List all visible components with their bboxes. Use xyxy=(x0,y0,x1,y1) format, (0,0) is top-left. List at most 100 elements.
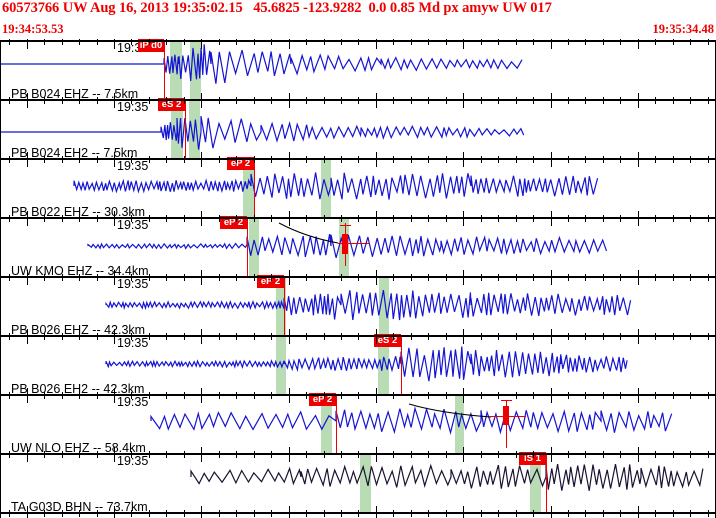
time-tick xyxy=(166,39,168,45)
pick-line[interactable] xyxy=(284,277,285,335)
time-tick xyxy=(79,510,80,517)
pick-line[interactable] xyxy=(254,159,255,217)
amplitude-marker-horizontal[interactable] xyxy=(338,243,370,244)
trace-panel[interactable]: 19:35 PB B026 EHZ -- 42.3km eP 2 xyxy=(1,275,716,337)
time-tick xyxy=(655,333,657,340)
time-tick xyxy=(567,215,569,222)
waveform[interactable] xyxy=(1,217,716,276)
time-tick xyxy=(410,215,412,222)
amplitude-marker-cap[interactable] xyxy=(340,225,351,226)
amplitude-marker-blob[interactable] xyxy=(503,406,509,425)
time-tick xyxy=(323,156,325,163)
time-tick xyxy=(148,39,150,45)
waveform[interactable] xyxy=(1,394,716,453)
time-tick xyxy=(236,215,238,222)
trace-panel[interactable]: 19:35 UW KMO EHZ -- 34.4km eP 2 xyxy=(1,216,716,278)
time-tick xyxy=(655,510,657,517)
time-tick xyxy=(44,215,46,222)
time-tick xyxy=(271,451,273,458)
coda-decay-curve xyxy=(278,222,339,244)
pick-line[interactable] xyxy=(546,454,547,512)
time-tick xyxy=(340,215,342,222)
time-tick xyxy=(201,388,203,403)
time-tick xyxy=(236,39,238,45)
time-tick xyxy=(533,510,534,517)
pick-flag[interactable]: eP 2 xyxy=(257,275,284,288)
waveform[interactable] xyxy=(1,40,716,99)
pick-line[interactable] xyxy=(247,218,248,276)
time-tick xyxy=(707,97,709,104)
pick-flag[interactable]: eP 2 xyxy=(220,216,247,229)
pick-line[interactable] xyxy=(185,100,186,158)
time-tick xyxy=(480,510,482,517)
time-tick xyxy=(288,388,290,403)
time-tick xyxy=(690,97,692,104)
pick-flag[interactable]: eS 2 xyxy=(158,98,185,111)
pick-line[interactable] xyxy=(164,41,165,99)
time-tick xyxy=(445,215,447,222)
pick-line[interactable] xyxy=(401,336,402,394)
trace-area: 19:35 PB B024 EHZ -- 7.5km iP d0 19:35 PB B0… xyxy=(0,39,716,518)
time-tick xyxy=(288,39,290,49)
time-tick xyxy=(463,152,465,167)
time-tick xyxy=(393,333,395,340)
time-tick xyxy=(26,506,28,518)
minute-label: 19:35 xyxy=(117,277,149,291)
trace-panel[interactable]: 19:35 TA G03D BHN -- 73.7km iS 1 xyxy=(1,452,716,514)
window-start-time: 19:34:53.53 xyxy=(2,22,64,36)
time-tick xyxy=(26,388,28,403)
time-tick xyxy=(498,274,500,281)
trace-panel[interactable]: 19:35 PB B024 EH2 -- 7.5km eS 2 xyxy=(1,98,716,160)
time-tick xyxy=(9,451,11,458)
time-tick xyxy=(463,211,465,226)
time-tick xyxy=(445,156,447,163)
time-tick xyxy=(672,451,674,458)
trace-panel[interactable]: 19:35 PB B026 EH2 -- 42.3km eS 2 xyxy=(1,334,716,396)
waveform[interactable] xyxy=(1,453,716,512)
pick-flag[interactable]: iP d0 xyxy=(138,39,164,52)
waveform[interactable] xyxy=(1,276,716,335)
pick-line[interactable] xyxy=(336,395,337,453)
pick-flag[interactable]: iS 1 xyxy=(519,452,546,465)
time-tick xyxy=(148,333,150,340)
time-tick xyxy=(585,156,587,163)
time-tick xyxy=(550,152,552,167)
time-tick xyxy=(201,329,203,344)
waveform[interactable] xyxy=(1,99,716,158)
time-tick xyxy=(271,274,273,281)
time-tick xyxy=(114,329,115,344)
trace-panel[interactable]: 19:35 PB B022 EHZ -- 30.3km eP 2 xyxy=(1,157,716,219)
time-tick xyxy=(515,215,517,222)
waveform[interactable] xyxy=(1,335,716,394)
time-tick xyxy=(114,152,115,167)
pick-flag[interactable]: eP 2 xyxy=(227,157,254,170)
time-tick xyxy=(393,392,395,399)
time-tick xyxy=(218,510,220,517)
waveform[interactable] xyxy=(1,158,716,217)
time-tick xyxy=(585,215,587,222)
time-tick xyxy=(166,510,168,517)
green-band xyxy=(249,217,259,276)
time-tick xyxy=(44,451,46,458)
trace-panel[interactable]: 19:35 UW NLO EHZ -- 58.4km eP 2 xyxy=(1,393,716,455)
trace-panel[interactable]: 19:35 PB B024 EHZ -- 7.5km iP d0 xyxy=(1,39,716,101)
time-tick xyxy=(288,93,290,108)
time-tick xyxy=(550,447,552,462)
time-tick xyxy=(515,39,517,45)
pick-flag[interactable]: eP 2 xyxy=(309,393,336,406)
time-tick xyxy=(480,156,482,163)
time-tick xyxy=(306,156,307,163)
time-tick xyxy=(44,97,46,104)
time-tick xyxy=(148,274,150,281)
amplitude-marker-cap[interactable] xyxy=(501,400,512,401)
time-tick xyxy=(340,333,342,340)
time-tick xyxy=(131,510,133,517)
time-tick xyxy=(515,97,517,104)
time-tick xyxy=(114,211,115,226)
time-tick xyxy=(61,156,63,163)
time-tick xyxy=(515,451,517,458)
time-tick xyxy=(533,215,534,222)
time-tick xyxy=(602,97,604,104)
amplitude-marker-blob[interactable] xyxy=(342,234,348,254)
time-tick xyxy=(637,270,639,285)
